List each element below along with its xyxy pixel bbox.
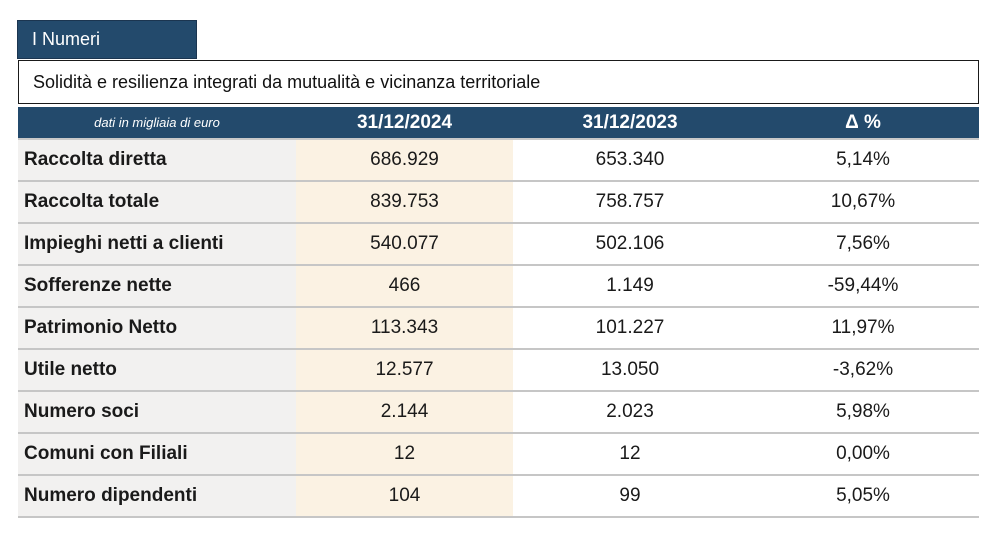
value-2024: 104 <box>296 476 513 516</box>
value-delta: 11,97% <box>831 317 895 338</box>
value-2024: 839.753 <box>296 182 513 222</box>
row-label: Impieghi netti a clienti <box>18 224 296 264</box>
table-row: Raccolta totale 839.753 758.757 10,67% <box>18 182 979 224</box>
value-2023: 653.340 <box>595 149 665 170</box>
table-row: Comuni con Filiali 12 12 0,00% <box>18 434 979 476</box>
value-2024: 686.929 <box>296 140 513 180</box>
value-delta: 0,00% <box>836 443 890 464</box>
table-row: Numero soci 2.144 2.023 5,98% <box>18 392 979 434</box>
value-2024: 466 <box>296 266 513 306</box>
value-2024: 12.577 <box>296 350 513 390</box>
value-2024: 12 <box>296 434 513 474</box>
value-2023: 101.227 <box>595 317 665 338</box>
value-2023: 12 <box>619 443 641 464</box>
value-delta: 7,56% <box>836 233 890 254</box>
column-header-units: dati in migliaia di euro <box>94 115 220 130</box>
figures-table: dati in migliaia di euro 31/12/2024 31/1… <box>18 107 979 518</box>
value-2023: 758.757 <box>595 191 665 212</box>
table-row: Patrimonio Netto 113.343 101.227 11,97% <box>18 308 979 350</box>
value-2024: 540.077 <box>296 224 513 264</box>
value-2023: 13.050 <box>600 359 660 380</box>
value-2023: 2.023 <box>606 401 654 422</box>
section-title: I Numeri <box>17 20 197 59</box>
page-subtitle: Solidità e resilienza integrati da mutua… <box>18 60 979 104</box>
row-label: Numero dipendenti <box>18 476 296 516</box>
value-delta: 5,98% <box>836 401 890 422</box>
value-2023: 99 <box>619 485 641 506</box>
value-delta: -3,62% <box>832 359 894 380</box>
value-2023: 1.149 <box>606 275 654 296</box>
table-row: Sofferenze nette 466 1.149 -59,44% <box>18 266 979 308</box>
table-row: Raccolta diretta 686.929 653.340 5,14% <box>18 140 979 182</box>
table-header-row: dati in migliaia di euro 31/12/2024 31/1… <box>18 107 979 140</box>
value-delta: 5,05% <box>836 485 890 506</box>
value-2024: 2.144 <box>296 392 513 432</box>
row-label: Patrimonio Netto <box>18 308 296 348</box>
column-header-2024: 31/12/2024 <box>356 112 453 133</box>
value-2023: 502.106 <box>595 233 665 254</box>
value-2024: 113.343 <box>296 308 513 348</box>
row-label: Numero soci <box>18 392 296 432</box>
table-row: Utile netto 12.577 13.050 -3,62% <box>18 350 979 392</box>
row-label: Raccolta totale <box>18 182 296 222</box>
value-delta: 5,14% <box>836 149 890 170</box>
row-label: Raccolta diretta <box>18 140 296 180</box>
row-label: Sofferenze nette <box>18 266 296 306</box>
row-label: Comuni con Filiali <box>18 434 296 474</box>
value-delta: -59,44% <box>827 275 899 296</box>
table-row: Impieghi netti a clienti 540.077 502.106… <box>18 224 979 266</box>
column-header-2023: 31/12/2023 <box>582 112 678 133</box>
value-delta: 10,67% <box>830 191 896 212</box>
column-header-delta: Δ % <box>845 112 881 133</box>
table-row: Numero dipendenti 104 99 5,05% <box>18 476 979 518</box>
row-label: Utile netto <box>18 350 296 390</box>
